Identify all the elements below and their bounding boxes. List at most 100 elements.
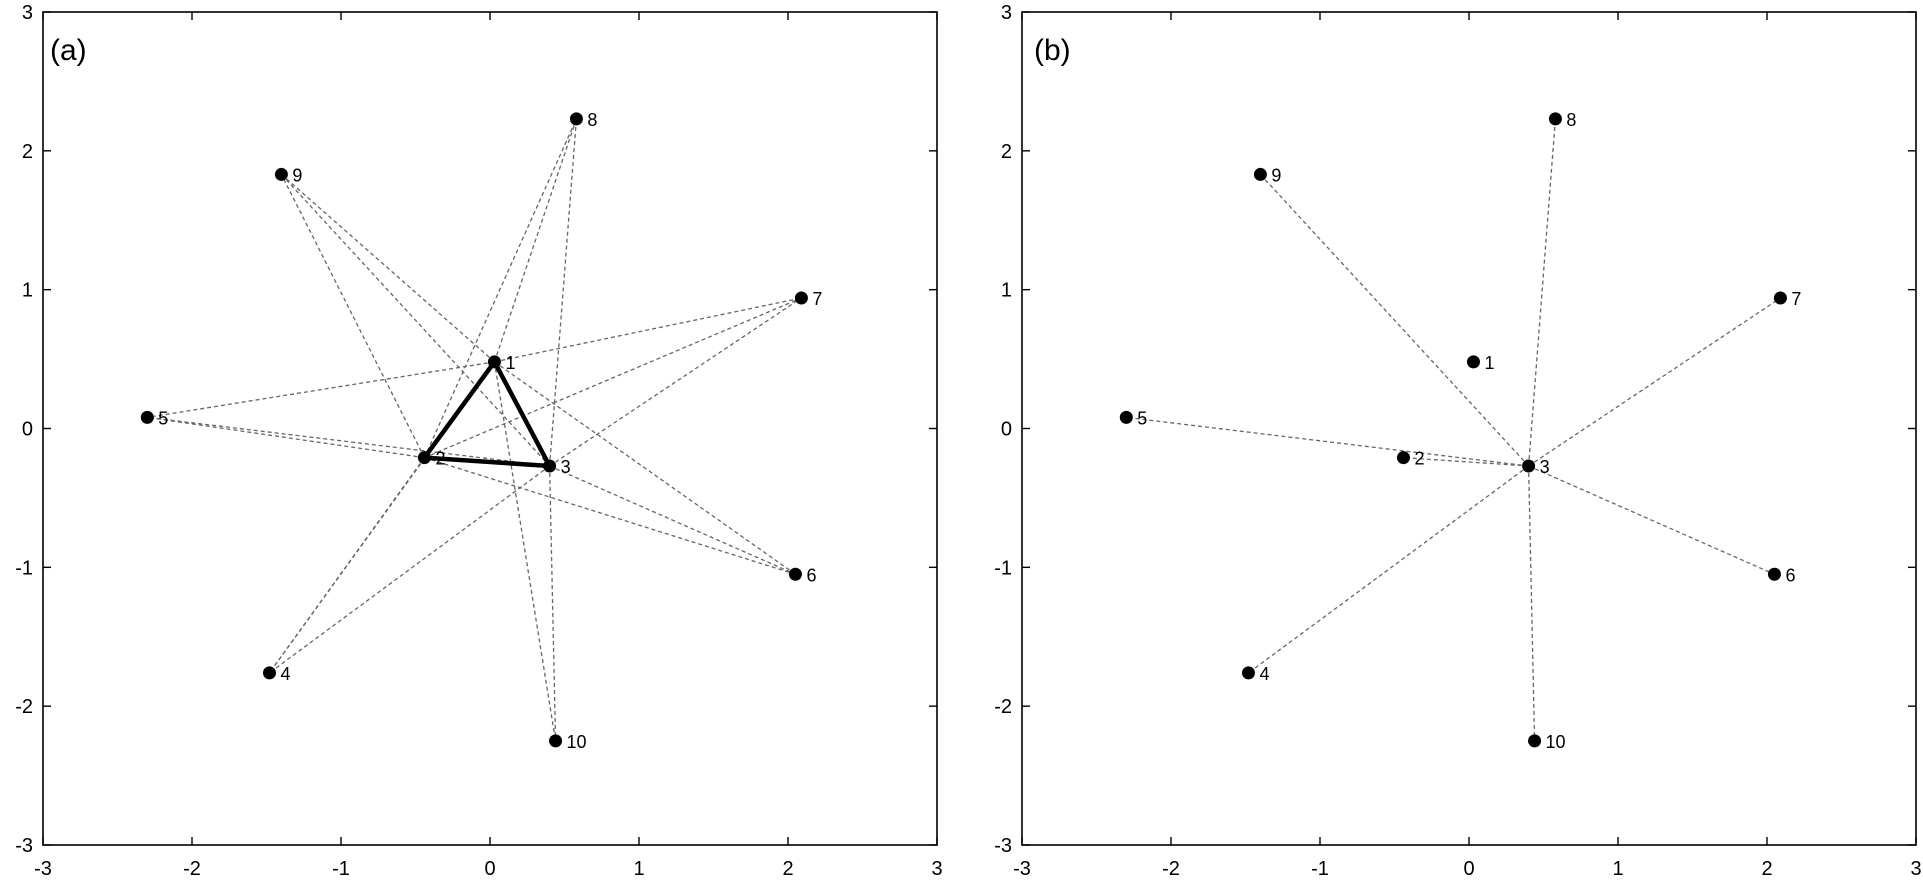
- plot-frame-a: [42, 11, 938, 846]
- y-tick-label-b: 3: [1001, 2, 1012, 24]
- y-tick-label-b: -1: [994, 557, 1012, 579]
- edge-a-2-3: [422, 455, 552, 469]
- plot-frame-b: [1021, 11, 1917, 846]
- edge-a-1-7: [494, 297, 802, 363]
- y-tick-label-b: -3: [994, 835, 1012, 857]
- node-label-a-5: 5: [158, 408, 168, 428]
- node-label-a-2: 2: [435, 449, 445, 469]
- y-tick-label-a: -3: [15, 835, 33, 857]
- y-tick-label-a: 2: [22, 141, 33, 163]
- node-a-8: [569, 112, 583, 126]
- x-tick-label-b: -1: [1311, 858, 1329, 880]
- edge-a-3-4: [269, 465, 550, 674]
- edge-a-3-8: [548, 118, 578, 467]
- node-a-3: [543, 459, 557, 473]
- edge-a-3-1: [492, 359, 552, 469]
- edge-a-1-9: [280, 173, 495, 363]
- edge-a-1-8: [493, 118, 578, 363]
- panel-b-label: (b): [1034, 34, 1071, 67]
- x-tick-label-a: 2: [782, 858, 793, 880]
- edge-a-2-7: [424, 297, 802, 459]
- edge-a-3-5: [147, 416, 550, 467]
- node-label-b-2: 2: [1414, 449, 1424, 469]
- y-tick-label-b: 0: [1001, 419, 1012, 441]
- edge-b-3-8: [1527, 118, 1557, 467]
- y-tick-label-a: 3: [22, 2, 33, 24]
- y-tick-label-b: 1: [1001, 280, 1012, 302]
- x-tick-label-a: 1: [633, 858, 644, 880]
- x-tick-label-a: 0: [484, 858, 495, 880]
- edge-b-3-4: [1248, 465, 1529, 674]
- node-b-10: [1528, 734, 1542, 748]
- y-tick-label-a: 0: [22, 419, 33, 441]
- y-tick-label-a: -1: [15, 557, 33, 579]
- node-b-5: [1119, 410, 1133, 424]
- edge-a-1-6: [494, 361, 796, 575]
- node-b-1: [1466, 355, 1480, 369]
- edge-a-2-6: [424, 457, 796, 575]
- node-label-a-4: 4: [280, 664, 290, 684]
- y-tick-label-a: -2: [15, 696, 33, 718]
- node-a-2: [417, 451, 431, 465]
- x-tick-label-b: 0: [1463, 858, 1474, 880]
- node-a-4: [262, 666, 276, 680]
- edge-a-2-9: [280, 174, 426, 458]
- node-label-a-3: 3: [561, 457, 571, 477]
- node-label-b-4: 4: [1259, 664, 1269, 684]
- node-label-a-6: 6: [806, 565, 816, 585]
- x-tick-label-a: -3: [34, 858, 52, 880]
- node-b-2: [1396, 451, 1410, 465]
- node-a-7: [794, 291, 808, 305]
- node-b-4: [1241, 666, 1255, 680]
- edge-a-2-5: [147, 416, 425, 459]
- y-tick-label-a: 1: [22, 280, 33, 302]
- node-a-6: [788, 567, 802, 581]
- edge-a-2-8: [423, 118, 578, 458]
- x-tick-label-b: -3: [1013, 858, 1031, 880]
- x-tick-label-b: 3: [1910, 858, 1921, 880]
- edge-b-3-9: [1259, 173, 1530, 467]
- node-label-b-10: 10: [1546, 732, 1566, 752]
- node-label-b-9: 9: [1271, 165, 1281, 185]
- node-label-a-10: 10: [567, 732, 587, 752]
- node-label-b-3: 3: [1540, 457, 1550, 477]
- node-label-b-1: 1: [1484, 353, 1494, 373]
- node-label-a-1: 1: [505, 353, 515, 373]
- edge-a-1-2: [422, 359, 497, 460]
- y-tick-label-b: -2: [994, 696, 1012, 718]
- node-b-9: [1253, 167, 1267, 181]
- x-tick-label-a: 3: [931, 858, 942, 880]
- x-tick-label-b: -2: [1162, 858, 1180, 880]
- node-a-1: [487, 355, 501, 369]
- x-tick-label-a: -1: [332, 858, 350, 880]
- edge-a-3-9: [280, 173, 551, 467]
- edge-a-3-7: [549, 297, 802, 467]
- node-label-b-6: 6: [1785, 565, 1795, 585]
- x-tick-label-b: 1: [1612, 858, 1623, 880]
- edge-a-1-10: [493, 361, 557, 741]
- node-label-a-7: 7: [812, 289, 822, 309]
- node-label-b-8: 8: [1566, 110, 1576, 130]
- node-a-5: [140, 410, 154, 424]
- node-label-a-9: 9: [292, 165, 302, 185]
- edge-b-3-6: [1528, 465, 1775, 575]
- panel-a-label: (a): [50, 34, 87, 67]
- node-b-7: [1773, 291, 1787, 305]
- node-label-b-5: 5: [1137, 408, 1147, 428]
- edge-a-3-6: [549, 465, 796, 575]
- x-tick-label-a: -2: [183, 858, 201, 880]
- edge-b-3-5: [1126, 416, 1529, 467]
- edge-b-3-10: [1527, 465, 1536, 741]
- node-b-6: [1767, 567, 1781, 581]
- edge-b-3-7: [1528, 297, 1781, 467]
- y-tick-label-b: 2: [1001, 141, 1012, 163]
- x-tick-label-b: 2: [1761, 858, 1772, 880]
- node-b-3: [1522, 459, 1536, 473]
- node-label-a-8: 8: [587, 110, 597, 130]
- node-a-10: [549, 734, 563, 748]
- node-a-9: [274, 167, 288, 181]
- node-label-b-7: 7: [1791, 289, 1801, 309]
- node-b-8: [1548, 112, 1562, 126]
